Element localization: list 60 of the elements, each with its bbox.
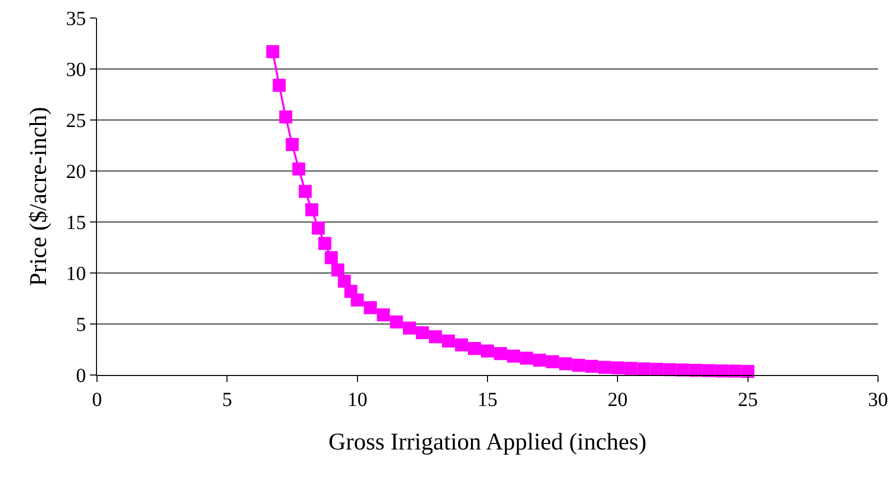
y-tick-label: 5 — [76, 314, 86, 336]
point — [305, 203, 318, 216]
y-tick-label: 0 — [76, 365, 86, 387]
point — [559, 357, 572, 370]
y-tick-label: 25 — [66, 110, 86, 132]
point — [611, 361, 624, 374]
x-tick-label: 10 — [347, 389, 368, 411]
y-axis-title: Price ($/acre-inch) — [26, 106, 52, 286]
point — [402, 322, 416, 335]
y-tick-label: 15 — [66, 212, 86, 234]
y-tick-label: 35 — [66, 8, 86, 30]
point — [689, 364, 702, 377]
point — [663, 363, 676, 376]
point — [468, 342, 481, 355]
point — [494, 347, 508, 360]
point — [702, 364, 716, 378]
point — [481, 344, 494, 358]
point — [741, 364, 754, 378]
point — [507, 350, 520, 363]
x-tick-label: 20 — [608, 389, 628, 411]
point — [728, 364, 742, 378]
point — [416, 326, 429, 340]
x-tick-label: 5 — [222, 389, 232, 411]
point — [520, 352, 534, 365]
y-tick-label: 30 — [66, 59, 86, 81]
point — [279, 110, 292, 124]
point — [546, 355, 560, 368]
point — [428, 330, 442, 344]
point — [650, 362, 664, 376]
x-tick-label: 0 — [92, 389, 102, 411]
point — [364, 301, 377, 314]
y-tick-label: 20 — [66, 161, 86, 183]
point — [350, 294, 364, 307]
point — [312, 222, 325, 235]
point — [286, 138, 299, 151]
point — [637, 362, 650, 376]
x-axis-title: Gross Irrigation Applied (inches) — [328, 429, 646, 456]
point — [292, 162, 306, 176]
point — [318, 236, 332, 250]
point — [338, 274, 351, 288]
point — [715, 364, 728, 378]
point — [390, 315, 403, 328]
point — [376, 308, 390, 322]
point — [324, 251, 338, 264]
point — [585, 360, 598, 373]
x-tick-label: 25 — [738, 389, 758, 411]
point — [331, 263, 344, 276]
point — [598, 360, 612, 374]
point — [266, 45, 280, 58]
point — [572, 358, 586, 372]
point — [676, 364, 690, 376]
x-tick-label: 30 — [868, 389, 888, 411]
x-tick-label: 15 — [478, 389, 498, 411]
point — [272, 78, 286, 92]
point — [298, 184, 312, 198]
y-tick-label: 10 — [66, 263, 86, 285]
point — [624, 362, 638, 375]
point — [454, 338, 468, 352]
point — [442, 334, 455, 348]
point — [533, 354, 546, 367]
